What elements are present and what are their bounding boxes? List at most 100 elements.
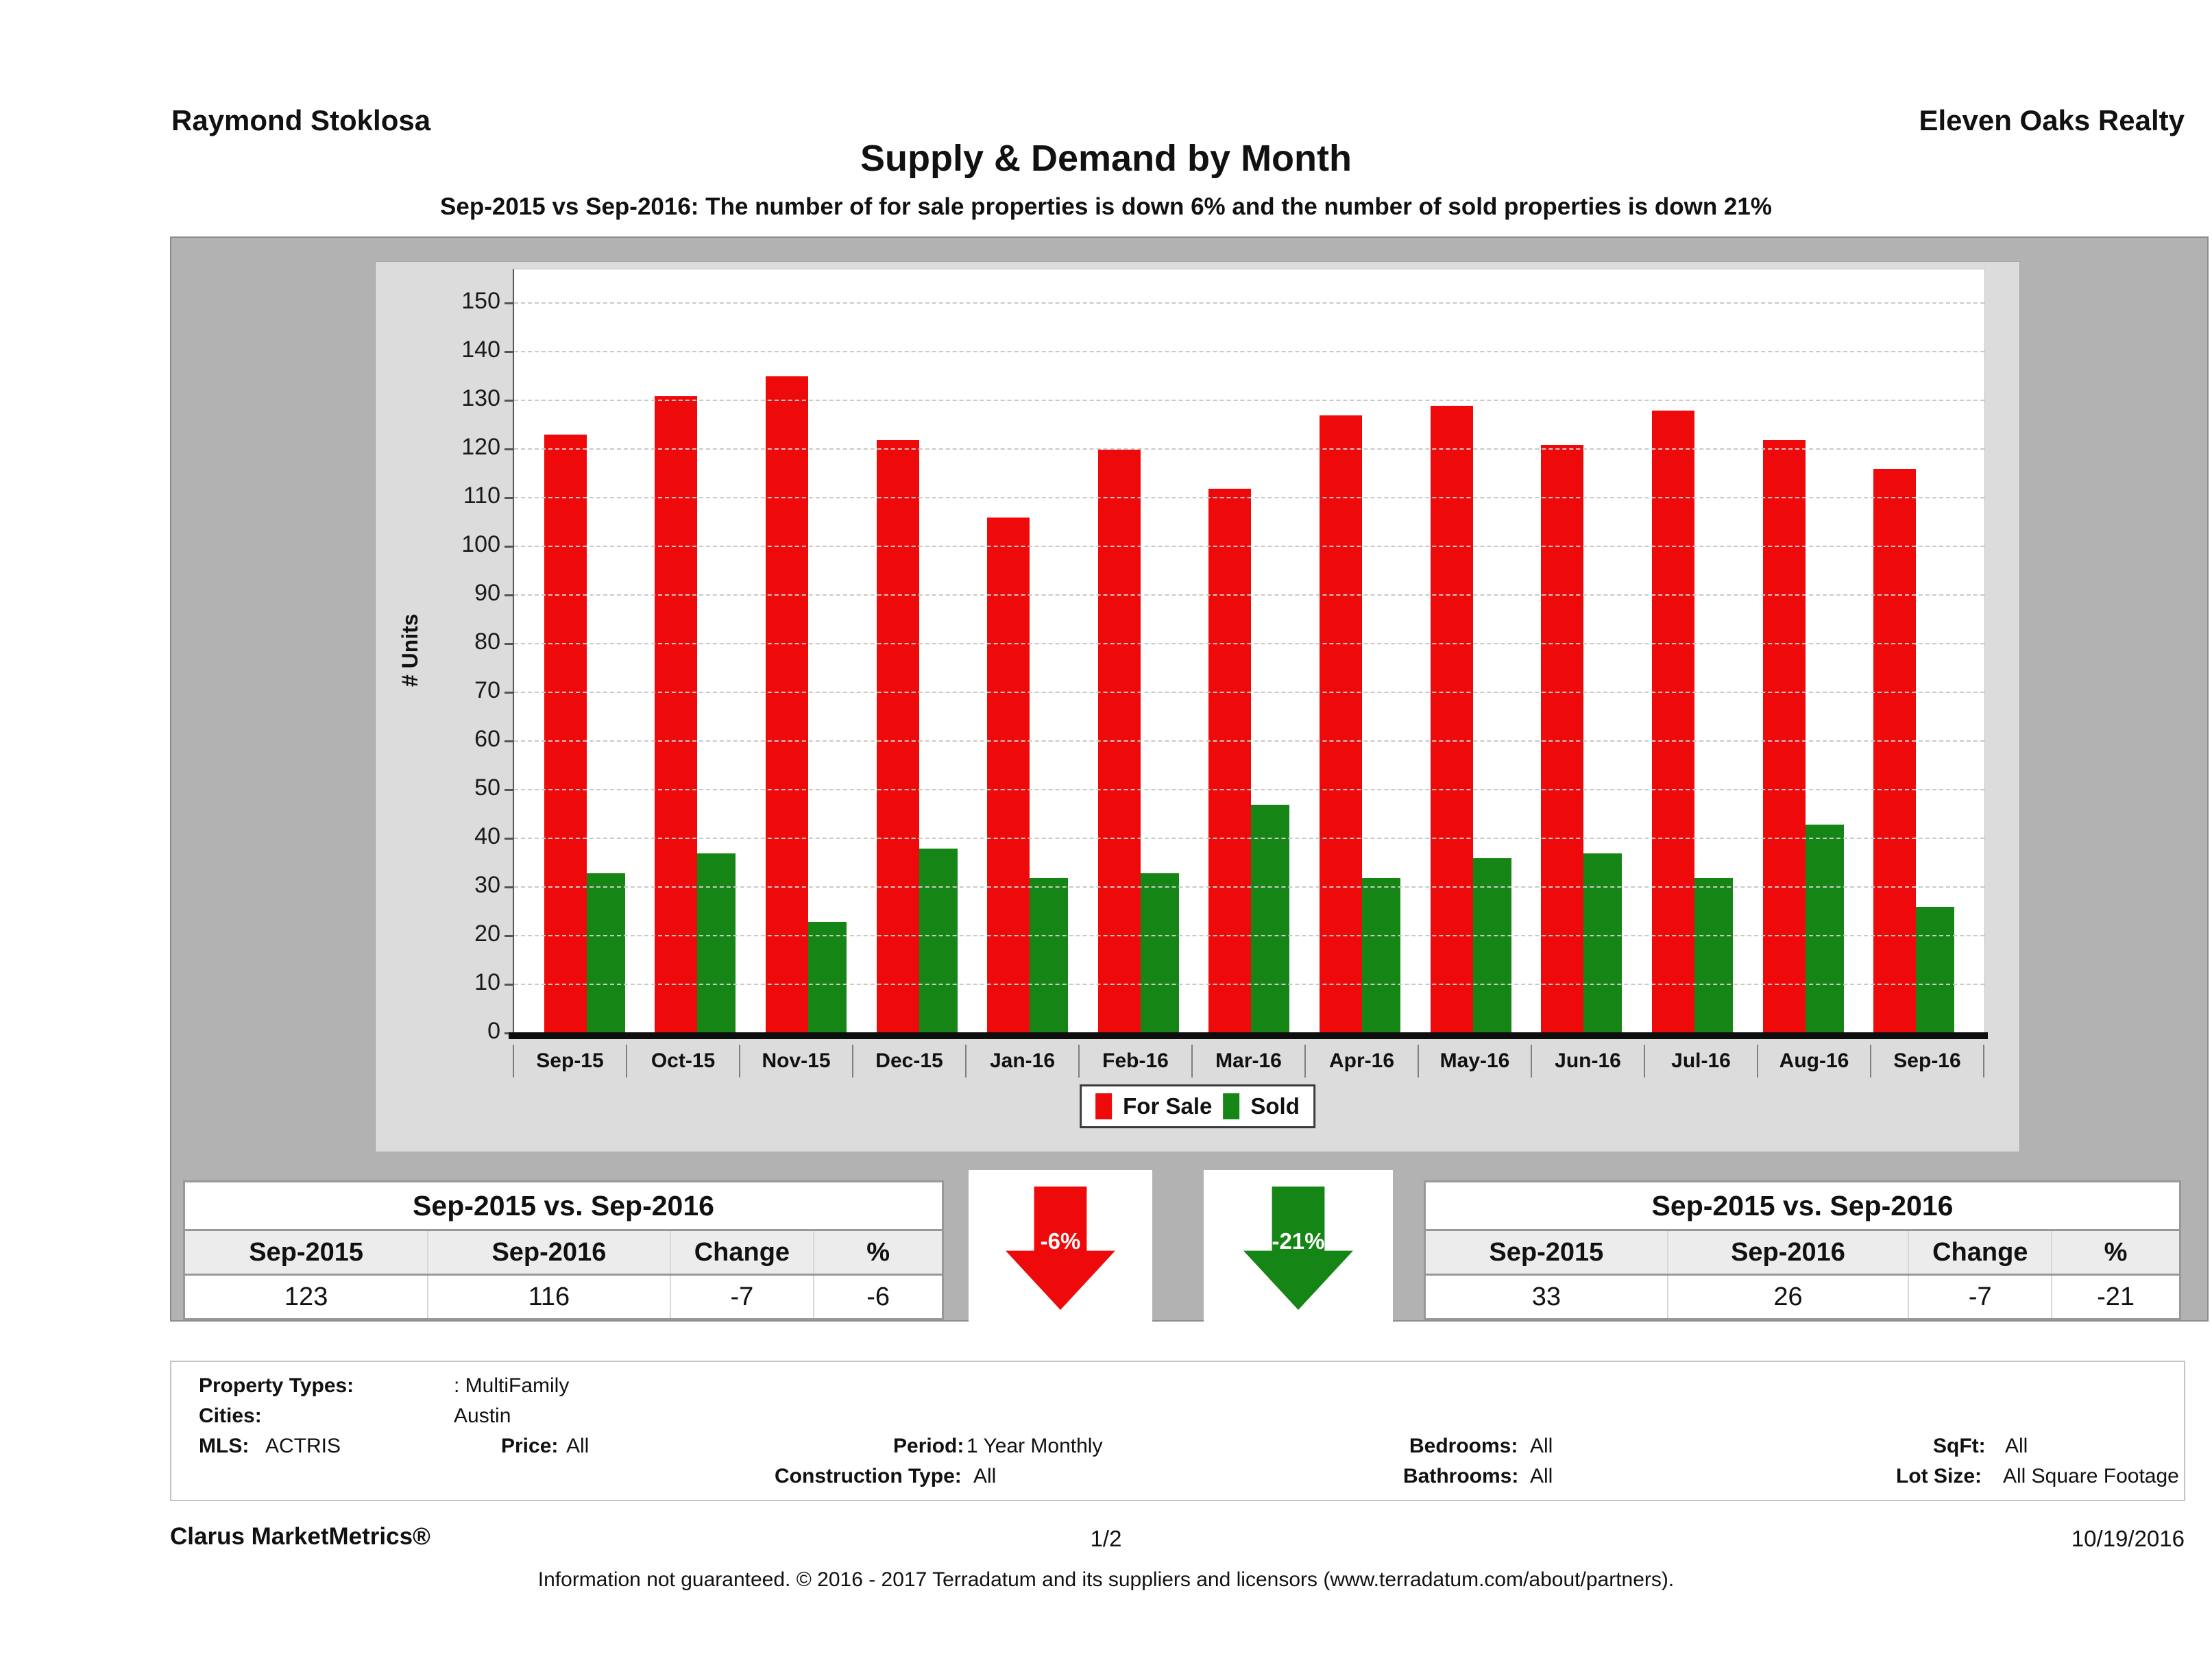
gridline-90 <box>514 594 1984 596</box>
bar-group-May-16 <box>1430 405 1511 1034</box>
y-tick-mark-110 <box>505 496 513 499</box>
bar-for-sale-Aug-16 <box>1762 439 1806 1034</box>
summary-table-sold-header: Sep-2015 Sep-2016 Change % <box>1426 1231 2179 1276</box>
y-tick-label-30: 30 <box>474 871 500 898</box>
bar-group-Sep-16 <box>1873 469 1955 1034</box>
gridline-150 <box>514 302 1984 304</box>
cell-value: 33 <box>1531 1282 1561 1311</box>
y-tick-mark-40 <box>505 837 513 840</box>
bar-for-sale-Apr-16 <box>1320 415 1363 1034</box>
y-axis: 0 10 20 30 40 50 60 70 80 90 100 110 120 130 140 150 <box>430 269 506 1044</box>
y-tick-mark-10 <box>505 983 513 986</box>
col-header: % <box>813 1231 942 1274</box>
x-axis-baseline <box>509 1032 1988 1039</box>
mls-label: MLS: <box>199 1435 250 1457</box>
y-tick-mark-60 <box>505 740 513 742</box>
bathrooms-value: All <box>1530 1465 1553 1487</box>
for-sale-change-pct: -6% <box>1040 1228 1081 1254</box>
x-tick-label-Jun-16: Jun-16 <box>1532 1045 1645 1078</box>
cities-label: Cities: <box>199 1405 262 1427</box>
y-tick-label-110: 110 <box>463 482 500 509</box>
bar-group-Mar-16 <box>1208 488 1290 1034</box>
report-date: 10/19/2016 <box>2071 1526 2185 1551</box>
bar-group-Oct-15 <box>655 396 736 1034</box>
bar-sold-Jun-16 <box>1583 853 1622 1034</box>
y-tick-mark-80 <box>505 642 513 645</box>
bar-for-sale-Sep-16 <box>1873 469 1917 1034</box>
cities-value: Austin <box>454 1405 511 1427</box>
bar-for-sale-Dec-15 <box>876 439 919 1034</box>
cell-value: -21 <box>2051 1276 2179 1318</box>
bar-group-Apr-16 <box>1320 415 1401 1034</box>
mls-value: ACTRIS <box>265 1435 341 1457</box>
legend-swatch-for-sale <box>1095 1093 1113 1119</box>
chart-legend: For Sale Sold <box>1080 1084 1315 1128</box>
construction-type-label: Construction Type: <box>775 1465 962 1487</box>
bar-for-sale-Jan-16 <box>987 518 1030 1034</box>
sqft-label: SqFt: <box>1933 1435 1986 1457</box>
y-tick-mark-100 <box>505 545 513 548</box>
gridline-50 <box>514 788 1984 790</box>
y-tick-label-100: 100 <box>461 531 500 557</box>
cell-value: -7 <box>1908 1276 2051 1318</box>
y-tick-mark-90 <box>505 594 513 596</box>
company-name: Eleven Oaks Realty <box>1919 104 2185 136</box>
chart-panel: # Units 0 10 20 30 40 50 60 70 80 90 100 110 120 130 1… <box>170 236 2209 1326</box>
cell-value: 26 <box>1666 1276 1908 1318</box>
bar-sold-Apr-16 <box>1362 877 1401 1034</box>
for-sale-change-card: -6% <box>969 1170 1152 1326</box>
bar-sold-Jan-16 <box>1030 877 1069 1034</box>
bar-sold-Mar-16 <box>1251 805 1290 1034</box>
bedrooms-label: Bedrooms: <box>1409 1435 1518 1457</box>
bar-for-sale-Oct-15 <box>655 396 698 1034</box>
bar-for-sale-Feb-16 <box>1097 449 1141 1034</box>
summary-table-for-sale-header: Sep-2015 Sep-2016 Change % <box>185 1231 942 1276</box>
y-tick-label-90: 90 <box>474 579 500 606</box>
col-header: Sep-2015 <box>1489 1237 1604 1267</box>
bar-group-Sep-15 <box>544 435 625 1034</box>
bathrooms-label: Bathrooms: <box>1403 1465 1519 1487</box>
x-tick-label-Sep-16: Sep-16 <box>1871 1045 1984 1078</box>
property-types-value: : MultiFamily <box>454 1374 570 1397</box>
bar-sold-May-16 <box>1472 858 1511 1034</box>
bar-sold-Dec-15 <box>919 849 958 1034</box>
gridline-140 <box>514 350 1984 352</box>
summary-table-for-sale-title: Sep-2015 vs. Sep-2016 <box>185 1182 942 1231</box>
summary-table-sold-title: Sep-2015 vs. Sep-2016 <box>1426 1182 2179 1231</box>
gridline-130 <box>514 399 1984 401</box>
x-tick-label-Apr-16: Apr-16 <box>1306 1045 1419 1078</box>
bar-sold-Sep-16 <box>1916 907 1955 1034</box>
gridline-10 <box>514 983 1984 985</box>
x-tick-label-Dec-15: Dec-15 <box>853 1045 967 1078</box>
price-label: Price: <box>501 1435 559 1457</box>
y-tick-mark-150 <box>505 302 513 304</box>
y-tick-label-130: 130 <box>461 385 500 411</box>
x-tick-label-Mar-16: Mar-16 <box>1193 1045 1306 1078</box>
bar-for-sale-Sep-15 <box>544 435 587 1034</box>
y-tick-mark-140 <box>505 350 513 353</box>
x-tick-label-Jan-16: Jan-16 <box>967 1045 1080 1078</box>
down-arrow-sold: -21% <box>1243 1187 1353 1310</box>
gridline-70 <box>514 691 1984 693</box>
col-header: Change <box>1908 1231 2051 1274</box>
y-tick-mark-30 <box>505 886 513 888</box>
gridline-100 <box>514 545 1984 547</box>
gridline-110 <box>514 496 1984 498</box>
bar-sold-Feb-16 <box>1140 873 1179 1034</box>
x-tick-label-May-16: May-16 <box>1419 1045 1532 1078</box>
y-tick-label-0: 0 <box>487 1018 500 1044</box>
bar-group-Aug-16 <box>1762 439 1844 1034</box>
gridline-20 <box>514 934 1984 936</box>
bar-sold-Aug-16 <box>1805 824 1844 1034</box>
gridline-60 <box>514 740 1984 742</box>
y-tick-label-50: 50 <box>474 774 500 801</box>
bar-sold-Sep-15 <box>586 873 625 1034</box>
plot-area <box>505 269 1985 1034</box>
sold-change-card: -21% <box>1204 1170 1393 1326</box>
gridline-40 <box>514 837 1984 839</box>
page-title: Supply & Demand by Month <box>860 138 1352 179</box>
bar-for-sale-Nov-15 <box>765 376 808 1034</box>
y-tick-label-80: 80 <box>474 628 500 655</box>
agent-name: Raymond Stoklosa <box>171 104 431 136</box>
filter-criteria-box: Property Types: : MultiFamily Cities: Au… <box>170 1361 2185 1501</box>
